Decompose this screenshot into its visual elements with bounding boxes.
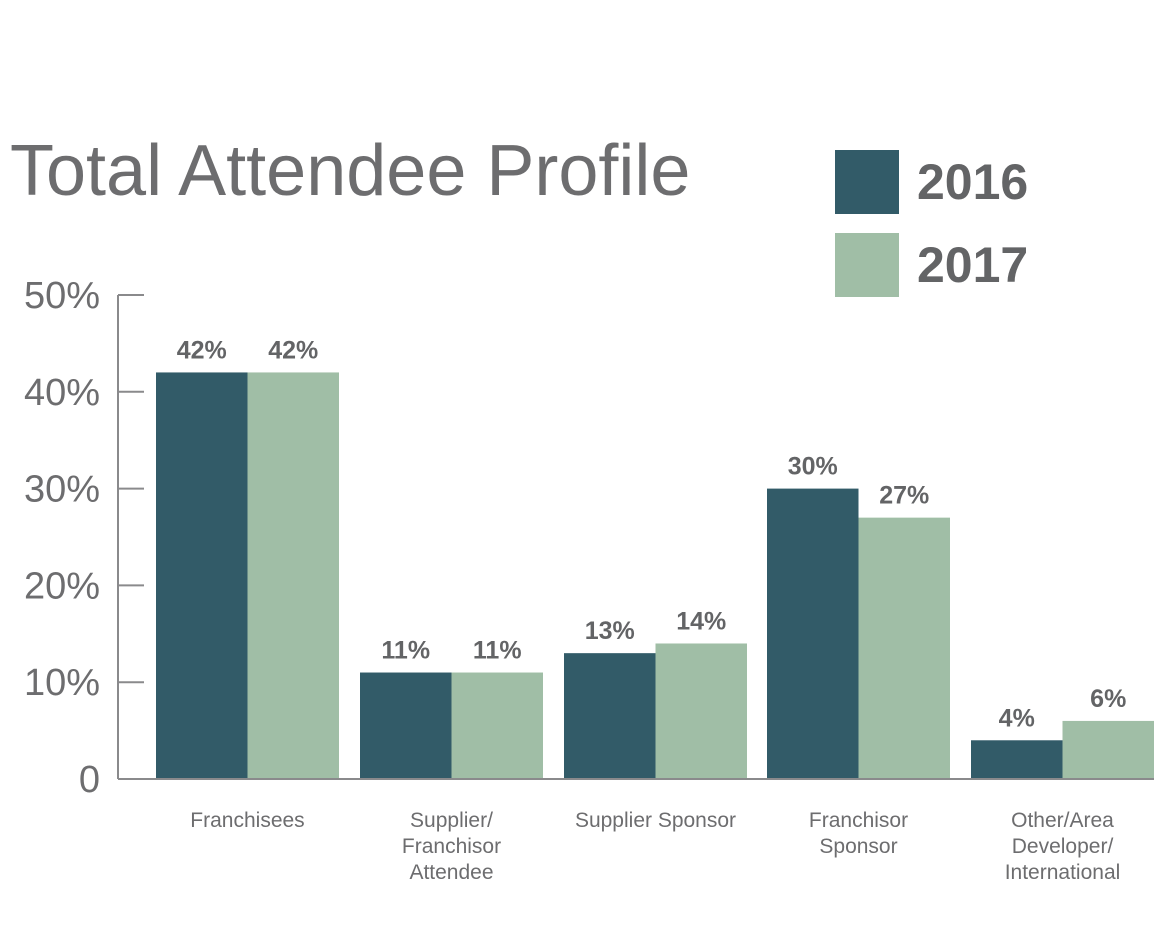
- bar-2017-3: [858, 517, 950, 779]
- bar-2017-0: [247, 372, 339, 779]
- y-tick-label: 20%: [24, 565, 100, 607]
- category-label: International: [1005, 861, 1121, 884]
- value-label: 14%: [676, 607, 726, 635]
- y-tick-label: 40%: [24, 372, 100, 414]
- bar-2017-1: [451, 672, 543, 779]
- category-label: Franchisor: [402, 835, 501, 858]
- x-axis-labels: Franchisees Supplier/Franchisor Attendee Su…: [190, 809, 1120, 884]
- bar-2016-1: [360, 672, 452, 779]
- value-label: 13%: [585, 617, 635, 645]
- category-label: Attendee: [409, 861, 493, 884]
- category-label: Franchisees: [190, 809, 304, 832]
- bar-2016-3: [767, 488, 859, 779]
- legend-swatch-2016: [835, 150, 899, 214]
- value-label: 30%: [788, 453, 838, 481]
- y-axis: 0 10% 20% 30% 40% 50%: [24, 275, 144, 801]
- bars-group: [156, 372, 1154, 779]
- category-label: Supplier/: [410, 809, 493, 832]
- value-label: 42%: [268, 336, 318, 364]
- category-label: Sponsor: [819, 835, 897, 858]
- value-label: 11%: [381, 637, 430, 665]
- bar-2016-4: [971, 740, 1063, 779]
- legend-swatch-2017: [835, 233, 899, 297]
- bar-2016-0: [156, 372, 248, 779]
- bar-2017-2: [655, 643, 747, 779]
- legend-label: 2017: [917, 237, 1028, 293]
- category-label: Developer/: [1012, 835, 1114, 858]
- value-labels-group: 42% 11% 13% 30% 4% 42% 11% 14% 27% 6%: [177, 336, 1127, 732]
- value-label: 42%: [177, 336, 227, 364]
- category-label: Supplier Sponsor: [575, 809, 736, 832]
- y-tick-label: 50%: [24, 275, 100, 317]
- value-label: 6%: [1090, 685, 1126, 713]
- y-tick-label: 0: [79, 759, 100, 801]
- value-label: 4%: [999, 704, 1035, 732]
- category-label: Other/Area: [1011, 809, 1114, 832]
- legend-label: 2016: [917, 154, 1028, 210]
- value-label: 27%: [879, 482, 929, 510]
- y-tick-label: 30%: [24, 469, 100, 511]
- bar-2017-4: [1062, 720, 1154, 779]
- chart-title: Total Attendee Profile: [10, 131, 690, 211]
- legend: 2016 2017: [835, 150, 1028, 297]
- value-label: 11%: [473, 637, 522, 665]
- y-tick-label: 10%: [24, 662, 100, 704]
- bar-2016-2: [564, 653, 656, 779]
- category-label: Franchisor: [809, 809, 908, 832]
